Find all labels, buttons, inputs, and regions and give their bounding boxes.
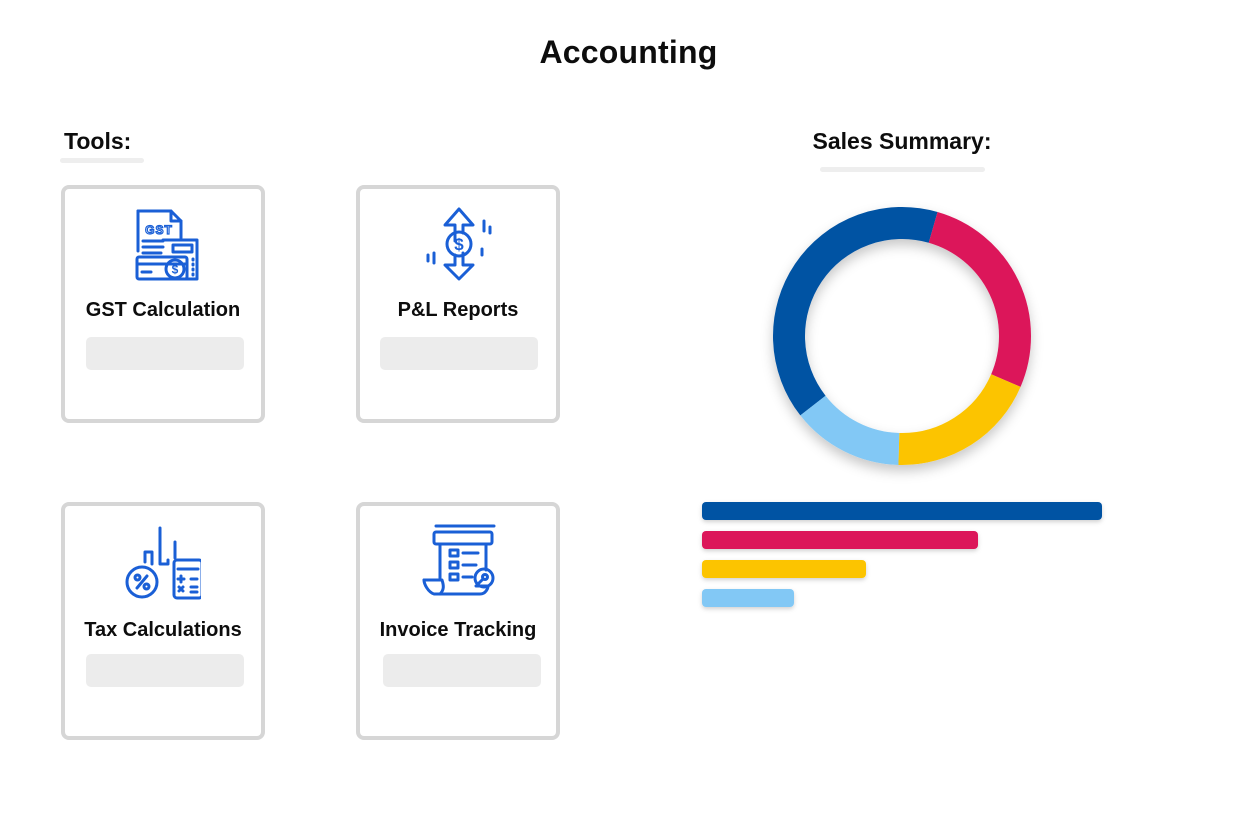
tool-card-pl-reports[interactable]: $ P&L Reports: [356, 185, 560, 423]
summary-bar: [702, 531, 978, 549]
tool-card-label: Invoice Tracking: [379, 619, 537, 641]
summary-bar: [702, 502, 1102, 520]
summary-bar: [702, 560, 866, 578]
summary-bar: [702, 589, 794, 607]
tool-card-invoice-tracking[interactable]: Invoice Tracking: [356, 502, 560, 740]
invoice-search-icon: [422, 524, 496, 596]
donut-slice: [898, 373, 1021, 465]
svg-text:GST: GST: [145, 223, 173, 237]
tool-card-placeholder: [86, 337, 244, 370]
donut-chart: [773, 207, 1031, 465]
donut-slice: [773, 207, 938, 416]
dollar-arrows-icon: $: [426, 207, 492, 281]
bar-chart: [702, 502, 1102, 607]
gst-document-icon: GST $: [135, 209, 199, 281]
tools-heading-underline: [60, 158, 144, 163]
percent-calculator-icon: [125, 526, 201, 600]
sales-summary-chart: [702, 207, 1102, 607]
tool-card-placeholder: [86, 654, 244, 687]
donut-slice: [928, 212, 1031, 387]
tool-card-tax-calculations[interactable]: Tax Calculations: [61, 502, 265, 740]
sales-summary-heading: Sales Summary:: [812, 128, 992, 154]
tool-card-placeholder: [383, 654, 541, 687]
donut-slice: [800, 395, 900, 465]
tool-card-label: Tax Calculations: [84, 619, 242, 641]
tool-card-label: GST Calculation: [85, 299, 241, 321]
tool-card-label: P&L Reports: [397, 299, 519, 321]
tool-card-gst-calculation[interactable]: GST $ GST Calculation: [61, 185, 265, 423]
svg-text:$: $: [454, 235, 464, 254]
page-title: Accounting: [539, 34, 718, 70]
tool-card-placeholder: [380, 337, 538, 370]
tools-heading: Tools:: [64, 128, 132, 154]
svg-text:$: $: [172, 263, 179, 277]
sales-summary-heading-underline: [820, 167, 985, 172]
